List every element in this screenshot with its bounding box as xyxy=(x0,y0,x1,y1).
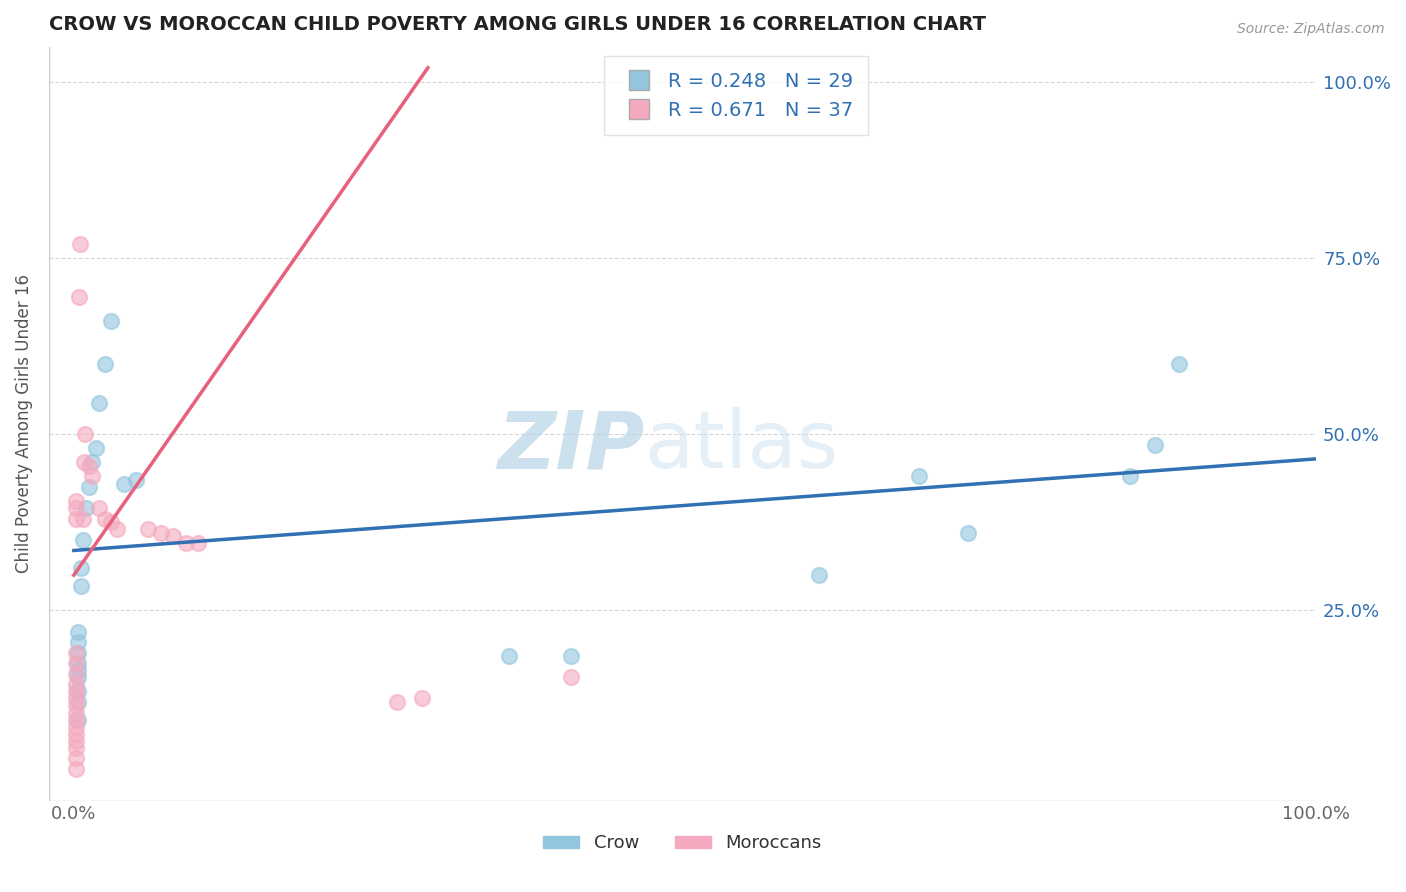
Point xyxy=(65,733,87,747)
Point xyxy=(65,720,87,734)
Point xyxy=(66,695,89,709)
Point xyxy=(1168,357,1191,371)
Point xyxy=(70,561,93,575)
Text: ZIP: ZIP xyxy=(498,408,644,485)
Point xyxy=(66,635,89,649)
Point xyxy=(82,469,104,483)
Point xyxy=(1143,438,1166,452)
Point xyxy=(67,290,90,304)
Point xyxy=(125,473,148,487)
Legend: R = 0.248   N = 29, R = 0.671   N = 37: R = 0.248 N = 29, R = 0.671 N = 37 xyxy=(603,56,869,136)
Point xyxy=(73,455,96,469)
Point xyxy=(100,516,122,530)
Text: Source: ZipAtlas.com: Source: ZipAtlas.com xyxy=(1237,22,1385,37)
Point xyxy=(65,762,87,776)
Point xyxy=(75,501,97,516)
Point xyxy=(72,512,94,526)
Point xyxy=(498,649,520,664)
Point xyxy=(65,691,87,706)
Point xyxy=(66,624,89,639)
Point xyxy=(65,727,87,741)
Point xyxy=(66,663,89,677)
Point xyxy=(65,512,87,526)
Point xyxy=(560,670,582,684)
Point xyxy=(65,751,87,765)
Point xyxy=(385,695,408,709)
Point xyxy=(94,357,117,371)
Point xyxy=(138,522,160,536)
Text: CROW VS MOROCCAN CHILD POVERTY AMONG GIRLS UNDER 16 CORRELATION CHART: CROW VS MOROCCAN CHILD POVERTY AMONG GIR… xyxy=(49,15,986,34)
Point xyxy=(87,501,110,516)
Point xyxy=(162,529,184,543)
Point xyxy=(112,476,135,491)
Point xyxy=(84,442,107,456)
Point xyxy=(73,427,96,442)
Point xyxy=(66,646,89,660)
Point xyxy=(65,698,87,713)
Point xyxy=(808,568,831,582)
Point xyxy=(69,237,91,252)
Point xyxy=(94,512,117,526)
Point xyxy=(560,649,582,664)
Point xyxy=(65,501,87,516)
Point xyxy=(100,314,122,328)
Point xyxy=(82,455,104,469)
Point xyxy=(65,646,87,660)
Point xyxy=(65,677,87,691)
Point xyxy=(66,684,89,698)
Point xyxy=(77,480,100,494)
Point xyxy=(66,713,89,727)
Point xyxy=(1118,469,1140,483)
Point xyxy=(72,533,94,547)
Point xyxy=(65,666,87,681)
Y-axis label: Child Poverty Among Girls Under 16: Child Poverty Among Girls Under 16 xyxy=(15,274,32,574)
Point xyxy=(66,670,89,684)
Text: atlas: atlas xyxy=(644,408,839,485)
Point xyxy=(907,469,929,483)
Point xyxy=(65,740,87,755)
Point xyxy=(66,657,89,671)
Point xyxy=(187,536,209,550)
Point xyxy=(105,522,128,536)
Point xyxy=(65,657,87,671)
Point xyxy=(65,706,87,720)
Point xyxy=(174,536,197,550)
Point xyxy=(149,525,172,540)
Point xyxy=(957,525,980,540)
Point xyxy=(411,691,433,706)
Point xyxy=(70,579,93,593)
Point xyxy=(65,713,87,727)
Point xyxy=(87,395,110,409)
Point xyxy=(65,494,87,508)
Point xyxy=(77,458,100,473)
Point xyxy=(65,684,87,698)
